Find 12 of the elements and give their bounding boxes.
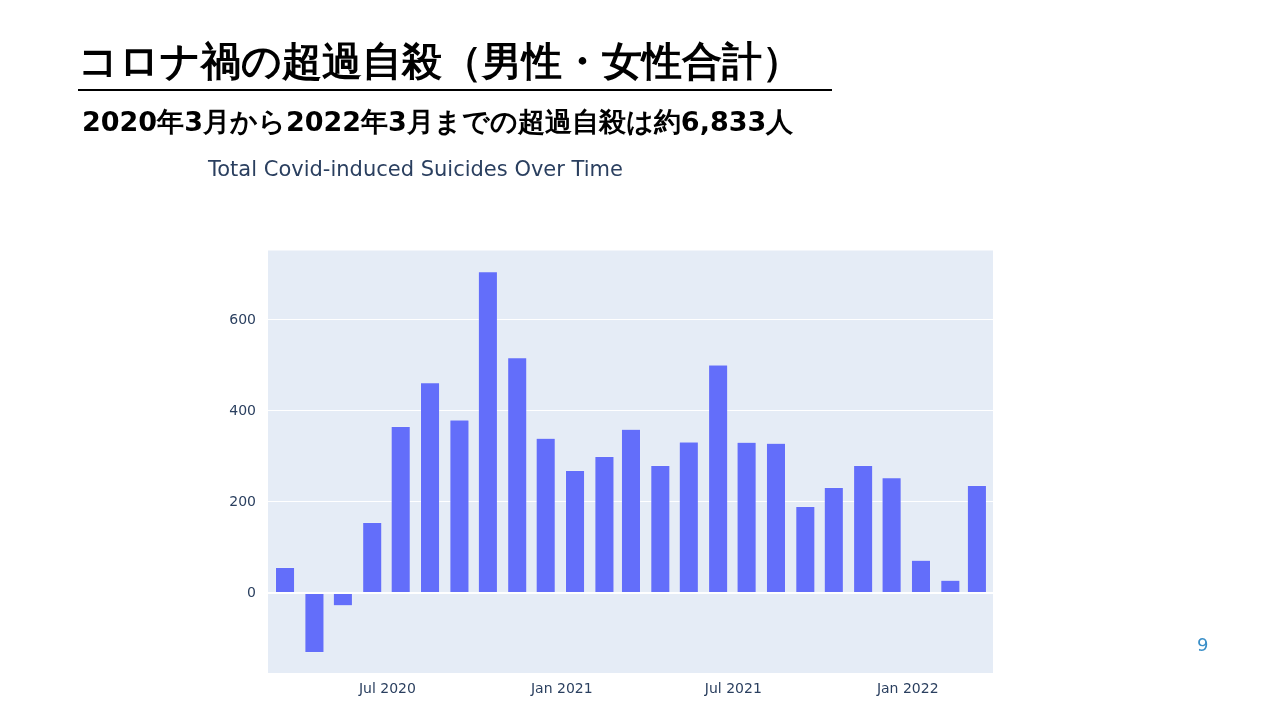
y-tick-label: 600 <box>229 310 256 327</box>
x-tick-label: Jan 2021 <box>529 680 593 697</box>
y-tick-label: 400 <box>229 401 256 418</box>
text: 9 <box>1197 634 1209 655</box>
chart-subtitle: 2020年3月から2022年3月までの超過自殺は約6,833人 <box>82 105 794 139</box>
text: Total Covid-induced Suicides Over Time <box>208 157 623 181</box>
y-tick-label: 0 <box>247 583 256 600</box>
x-tick-label: Jul 2021 <box>703 680 762 697</box>
y-tick-label: 200 <box>229 492 256 509</box>
x-tick-label: Jan 2022 <box>875 680 939 697</box>
x-tick-label: Jul 2020 <box>357 680 416 697</box>
chart-title: コロナ禍の超過自殺（男性・女性合計） <box>78 34 832 91</box>
